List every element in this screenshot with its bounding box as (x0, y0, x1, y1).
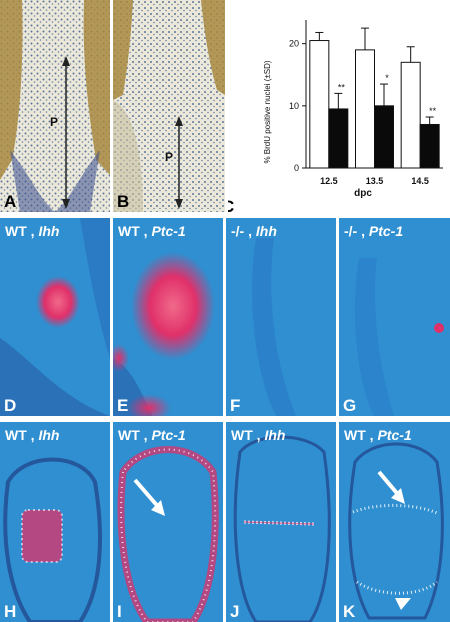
y-tick-label-2: 20 (289, 39, 299, 49)
histology-panel-a: P A (0, 0, 110, 212)
panel-label-d: D (4, 396, 17, 415)
tissue-image-i (117, 446, 219, 622)
panel-f: -/- , Ihh F (226, 218, 336, 416)
panel-d: WT , Ihh D (0, 218, 110, 416)
y-tick-label-0: 0 (294, 163, 299, 173)
gene-d: Ihh (38, 223, 60, 239)
panel-label-a: A (4, 192, 17, 211)
gene-k: Ptc-1 (377, 427, 412, 443)
bar-s0-0 (309, 40, 330, 169)
panel-label-c: C (228, 197, 234, 215)
bar-s0-1 (355, 49, 375, 169)
genotype-e: WT , (118, 223, 148, 239)
bar-s1-0 (328, 108, 349, 169)
significance-1: * (385, 73, 389, 83)
panel-title-k: WT , Ptc-1 (344, 427, 412, 443)
panel-title-g: -/- , Ptc-1 (344, 223, 403, 239)
genotype-f: -/- , (231, 223, 252, 239)
y-axis-label: % BrdU positive nuclei (±SD) (263, 60, 272, 163)
tissue-image-j (233, 435, 331, 622)
tissue-image-d (0, 218, 110, 416)
y-tick-label-1: 10 (289, 101, 299, 111)
x-tick-label-1: 13.5 (366, 176, 384, 186)
panel-title-j: WT , Ihh (231, 427, 285, 443)
genotype-k: WT , (344, 427, 374, 443)
panel-title-h: WT , Ihh (5, 427, 59, 443)
panel-label-e: E (117, 396, 129, 415)
panel-title-d: WT , Ihh (5, 223, 59, 239)
panel-h: WT , Ihh H (0, 422, 110, 622)
region-marker-a: P (50, 115, 59, 129)
gene-i: Ptc-1 (151, 427, 186, 443)
x-tick-label-0: 12.5 (320, 176, 338, 186)
gene-h: Ihh (38, 427, 60, 443)
panel-title-f: -/- , Ihh (231, 223, 277, 239)
panel-label-i: I (117, 602, 122, 621)
tissue-image-h (3, 457, 102, 622)
bar-chart-svg: % BrdU positive nuclei (±SD) dpc C 0 10 20… (228, 20, 443, 215)
panel-k: WT , Ptc-1 K (339, 422, 450, 622)
bar-s1-1 (374, 105, 394, 169)
panel-label-b: B (117, 192, 130, 211)
histology-image-b (113, 0, 225, 212)
region-marker-b: P (165, 150, 174, 164)
panel-j: WT , Ihh J (226, 422, 336, 622)
panel-label-g: G (343, 396, 357, 415)
histology-panel-b: P B (113, 0, 225, 212)
panel-title-e: WT , Ptc-1 (118, 223, 186, 239)
tissue-image-k (348, 442, 444, 620)
bar-s0-2 (400, 61, 421, 169)
genotype-j: WT , (231, 427, 261, 443)
gene-g: Ptc-1 (368, 223, 404, 239)
genotype-d: WT , (5, 223, 35, 239)
panel-i: WT , Ptc-1 I (113, 422, 223, 622)
x-axis-label: dpc (354, 188, 372, 199)
bar-s1-2 (419, 123, 440, 169)
genotype-g: -/- , (344, 223, 365, 239)
significance-2: ** (429, 106, 437, 116)
panel-title-i: WT , Ptc-1 (118, 427, 186, 443)
chart-c: % BrdU positive nuclei (±SD) dpc C 0 10 20… (228, 0, 450, 215)
genotype-i: WT , (118, 427, 148, 443)
gene-e: Ptc-1 (151, 223, 186, 239)
panel-label-h: H (4, 602, 17, 621)
arrowhead-k (395, 598, 411, 610)
panel-label-f: F (230, 396, 241, 415)
tissue-image-f (252, 238, 296, 416)
panel-label-k: K (343, 602, 356, 621)
tissue-image-g (354, 258, 444, 416)
gene-f: Ihh (255, 223, 277, 239)
x-tick-label-2: 14.5 (411, 176, 429, 186)
panel-label-j: J (230, 602, 240, 621)
gene-j: Ihh (264, 427, 286, 443)
tissue-image-e (113, 252, 215, 416)
panel-g: -/- , Ptc-1 G (339, 218, 450, 416)
genotype-h: WT , (5, 427, 35, 443)
significance-0: ** (338, 82, 346, 92)
panel-e: WT , Ptc-1 E (113, 218, 223, 416)
histology-image-a (0, 0, 110, 212)
